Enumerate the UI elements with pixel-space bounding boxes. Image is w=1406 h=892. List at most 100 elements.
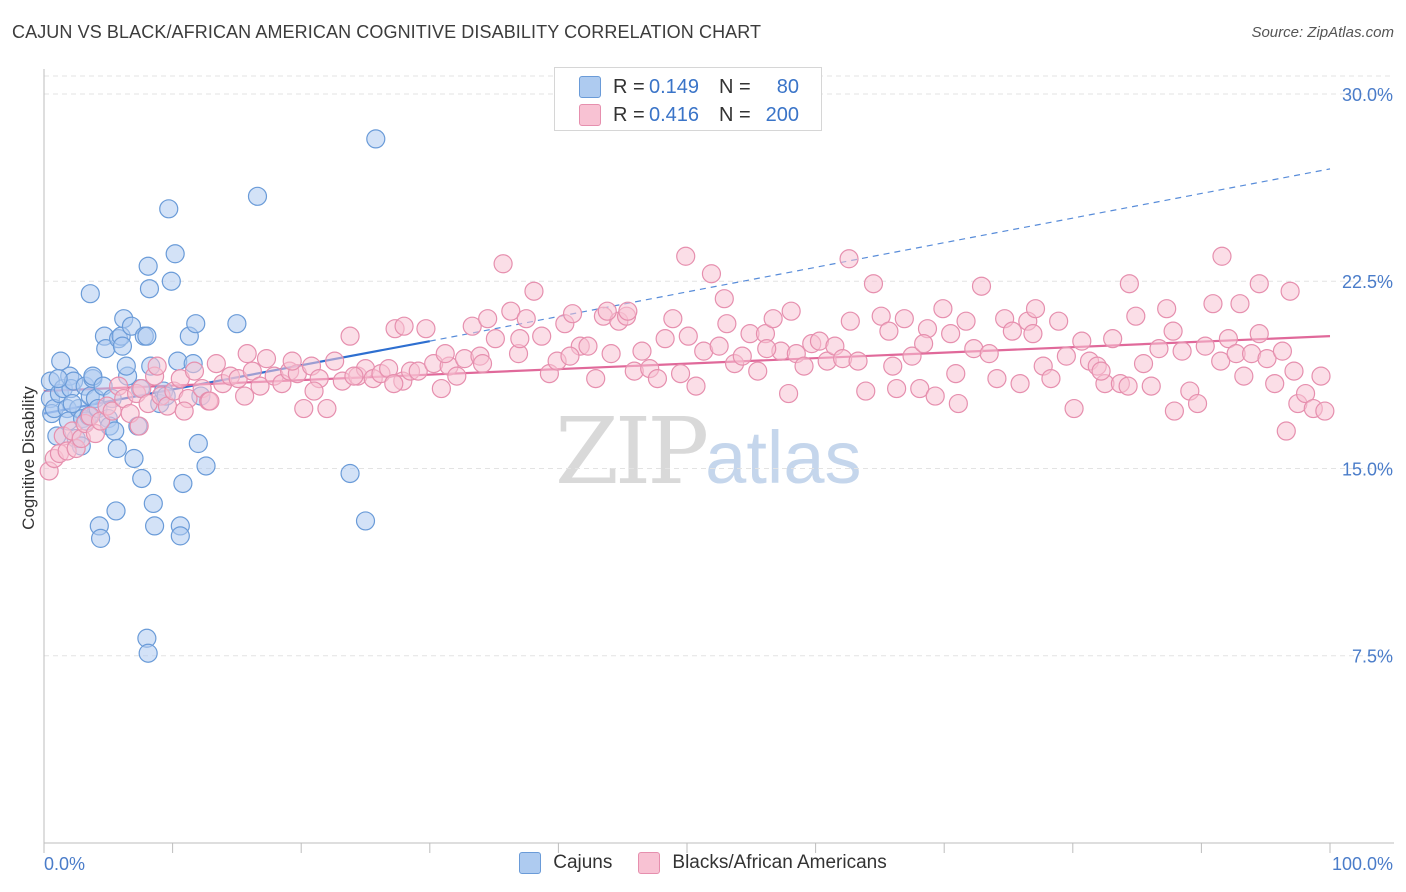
data-point — [1272, 341, 1293, 361]
data-point — [848, 351, 868, 371]
data-point — [686, 376, 706, 396]
data-point — [501, 301, 521, 321]
data-point — [129, 416, 149, 436]
data-point — [80, 284, 100, 304]
data-point — [1187, 393, 1208, 414]
data-point — [887, 378, 907, 399]
axes — [43, 69, 1394, 853]
data-point — [1212, 246, 1232, 266]
data-point — [1195, 336, 1215, 356]
legend-item-blacks[interactable]: Blacks/African Americans — [638, 852, 887, 874]
data-point — [1023, 324, 1043, 344]
data-point — [304, 381, 324, 401]
data-point — [1315, 401, 1335, 421]
chart-source: Source: ZipAtlas.com — [1251, 24, 1394, 41]
data-point — [340, 326, 360, 346]
data-point — [1172, 341, 1192, 361]
data-point — [678, 326, 698, 346]
data-point — [839, 249, 859, 269]
data-point — [1103, 329, 1123, 349]
data-point — [701, 264, 722, 284]
data-point — [1010, 373, 1030, 394]
data-point — [1163, 321, 1183, 341]
legend-n-value: 80 — [776, 75, 799, 98]
data-point — [1164, 401, 1184, 421]
series-blacks — [39, 246, 1335, 481]
y-axis-label: Cognitive Disability — [19, 386, 38, 530]
data-point — [165, 244, 185, 264]
data-point — [138, 256, 158, 276]
data-point — [1149, 339, 1169, 359]
data-point — [206, 354, 226, 374]
legend-item-cajuns[interactable]: Cajuns — [519, 852, 612, 874]
data-point — [510, 329, 530, 349]
trend-line-extension — [429, 168, 1331, 342]
data-point — [237, 344, 257, 364]
data-point — [1280, 281, 1300, 301]
data-point — [478, 309, 498, 329]
data-point — [139, 279, 160, 299]
data-point — [48, 369, 68, 389]
data-point — [408, 361, 428, 381]
data-point — [748, 361, 768, 381]
data-point — [132, 468, 152, 489]
data-point — [1249, 324, 1269, 344]
data-point — [670, 364, 691, 384]
data-point — [1141, 376, 1161, 396]
data-point — [871, 306, 891, 326]
data-point — [1157, 299, 1177, 319]
data-point — [174, 401, 194, 421]
data-point — [431, 378, 451, 399]
data-point — [1211, 351, 1231, 371]
data-point — [161, 271, 181, 291]
chart-title: CAJUN VS BLACK/AFRICAN AMERICAN COGNITIV… — [12, 22, 762, 42]
data-point — [144, 516, 165, 536]
data-point — [90, 528, 111, 548]
data-point — [562, 304, 583, 324]
data-point — [979, 344, 999, 364]
data-point — [902, 346, 922, 366]
data-point — [472, 354, 493, 374]
data-point — [578, 336, 598, 356]
correlation-legend: R = 0.149 N = 80 R = 0.416 N = 200 — [554, 67, 822, 131]
data-point — [971, 276, 992, 296]
data-point — [560, 346, 580, 366]
data-point — [116, 356, 136, 376]
data-point — [344, 366, 364, 386]
series-legend: Cajuns Blacks/African Americans — [0, 852, 1406, 874]
data-point — [447, 366, 467, 386]
legend-n-label: N = — [719, 75, 751, 98]
data-point — [1056, 346, 1076, 366]
data-point — [493, 254, 513, 274]
legend-swatch-blacks — [579, 104, 601, 126]
data-point — [1234, 366, 1254, 386]
data-point — [340, 463, 360, 484]
data-point — [1072, 331, 1092, 351]
data-point — [1126, 306, 1146, 326]
watermark-zip: ZIP — [555, 398, 709, 505]
data-point — [778, 383, 799, 404]
legend-swatch-cajuns — [579, 76, 601, 98]
data-point — [200, 391, 220, 411]
data-point — [186, 314, 206, 334]
data-point — [717, 314, 737, 334]
data-point — [663, 309, 683, 329]
data-point — [1276, 421, 1296, 441]
x-tick-label-right: 100.0% — [1332, 854, 1393, 874]
data-point — [781, 301, 801, 321]
data-point — [714, 289, 734, 309]
y-tick-label: 15.0% — [1342, 459, 1393, 479]
data-point — [282, 351, 302, 371]
data-point — [121, 316, 142, 336]
data-point — [1025, 299, 1046, 319]
data-point — [763, 309, 783, 329]
data-point — [794, 356, 814, 376]
data-point — [188, 433, 208, 454]
data-point — [941, 324, 961, 344]
legend-n-label: N = — [719, 103, 751, 126]
legend-row-cajuns: R = 0.149 N = 80 — [579, 74, 799, 100]
data-point — [366, 129, 386, 149]
data-point — [946, 364, 966, 384]
legend-n-value: 200 — [765, 103, 799, 126]
data-point — [586, 369, 606, 389]
